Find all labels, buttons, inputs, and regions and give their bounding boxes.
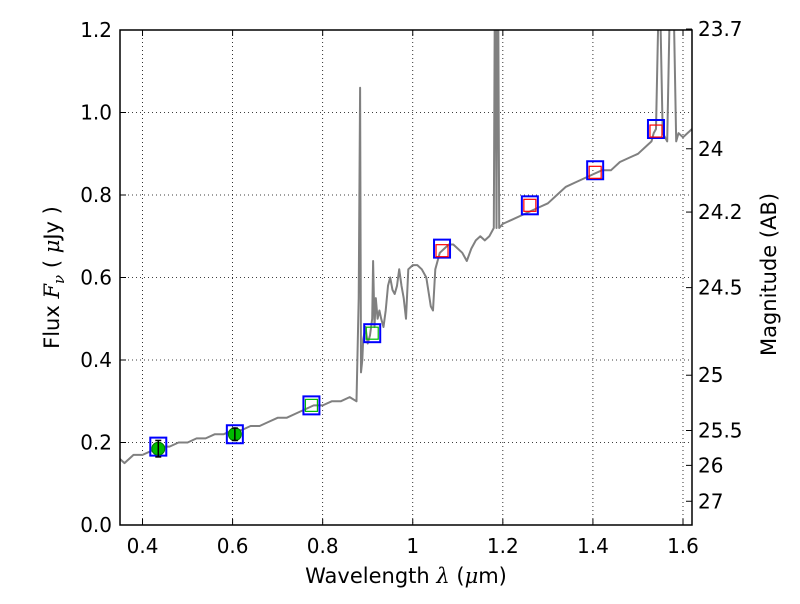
- model-point: [363, 323, 382, 344]
- y-tick-label: 0.4: [80, 348, 112, 372]
- observed-open-point: [304, 398, 319, 412]
- observed-open-point: [649, 124, 663, 138]
- y-tick-label: 0.6: [80, 266, 112, 290]
- right-tick-label: 27: [698, 489, 723, 513]
- model-point: [302, 395, 321, 416]
- observed-open-point: [365, 326, 379, 340]
- x-tick-label: 0.8: [307, 534, 339, 558]
- right-tick-label: 23.7: [698, 17, 743, 41]
- right-tick-label: 25.5: [698, 418, 743, 442]
- x-tick-label: 0.6: [217, 534, 249, 558]
- model-point: [646, 119, 665, 139]
- ticks: 0.4 0.6 0.8 1 1.2 1.4 1.6 0.0 0.2 0.4 0.6 0.8 1.0 1.2…: [80, 17, 742, 558]
- model-point: [586, 160, 605, 181]
- observed-open-point: [523, 198, 537, 212]
- y-tick-label: 0.2: [80, 431, 112, 455]
- x-axis-label: Wavelength λ (μm): [305, 564, 507, 588]
- data-series: [120, 30, 692, 465]
- model-point: [520, 195, 539, 216]
- observed-open-point: [435, 244, 449, 258]
- observed-open-point: [588, 165, 602, 179]
- right-tick-label: 24: [698, 137, 723, 161]
- x-tick-label: 0.4: [127, 534, 159, 558]
- model-point: [433, 238, 452, 259]
- right-axis-label: Magnitude (AB): [757, 193, 781, 356]
- y-tick-label: 0.8: [80, 183, 112, 207]
- right-tick-label: 25: [698, 363, 723, 387]
- y-tick-label: 0.0: [80, 513, 112, 537]
- y-tick-label: 1.2: [80, 18, 112, 42]
- model-point: [225, 424, 244, 445]
- y-tick-label: 1.0: [80, 101, 112, 125]
- spectrum-line: [120, 30, 692, 465]
- x-tick-label: 1.6: [667, 534, 699, 558]
- x-tick-label: 1.4: [577, 534, 609, 558]
- y-axis-label: Flux Fν ( μJy ): [40, 206, 68, 349]
- right-tick-label: 24.2: [698, 200, 743, 224]
- x-tick-label: 1.2: [487, 534, 519, 558]
- right-tick-label: 26: [698, 453, 723, 477]
- right-tick-label: 24.5: [698, 276, 743, 300]
- x-tick-label: 1: [406, 534, 419, 558]
